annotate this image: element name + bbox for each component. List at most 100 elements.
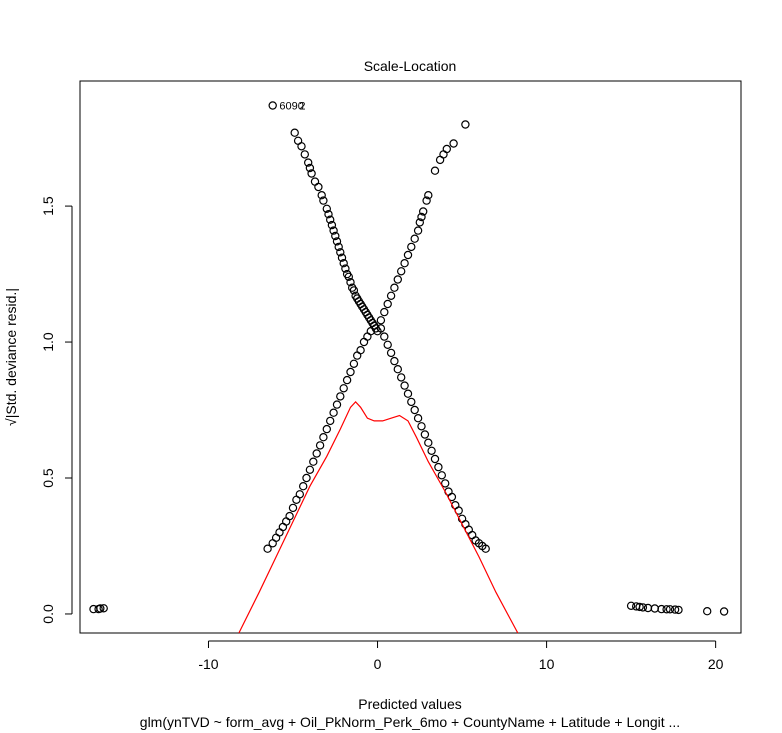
residual-point: [380, 332, 389, 341]
residual-point: [295, 490, 304, 499]
residual-point: [332, 400, 342, 409]
x-tick-label: 10: [539, 656, 555, 672]
residual-point: [657, 604, 666, 614]
plot-frame: [79, 80, 742, 634]
residual-point: [314, 182, 323, 192]
residual-point: [441, 479, 450, 488]
residual-point: [349, 359, 359, 368]
residual-point: [638, 603, 648, 612]
residual-point: [305, 465, 315, 474]
residual-point: [386, 291, 396, 300]
residual-point: [415, 218, 424, 227]
residual-point: [376, 316, 386, 325]
y-tick-label: 0.5: [40, 468, 56, 488]
y-tick-label: 1.5: [40, 196, 56, 216]
residual-point: [285, 511, 294, 521]
residual-point: [307, 169, 316, 178]
residual-point: [380, 307, 389, 317]
residual-point: [390, 283, 399, 292]
residual-point: [331, 231, 340, 241]
residual-point: [403, 250, 413, 260]
x-tick-label: -10: [198, 656, 218, 672]
residual-point: [336, 248, 345, 257]
residual-point: [383, 340, 392, 349]
residual-point: [419, 207, 428, 216]
residual-point: [410, 234, 419, 243]
residual-point: [332, 237, 342, 246]
residual-point: [430, 454, 440, 464]
residual-point: [397, 373, 406, 382]
residual-point: [719, 607, 729, 616]
residual-point: [417, 422, 426, 431]
residual-point: [400, 259, 409, 268]
y-axis: 0.0 0.5 1.0 1.5: [40, 196, 73, 624]
x-tick-label: 20: [708, 656, 724, 672]
residual-point: [322, 424, 331, 434]
residual-point: [327, 220, 337, 230]
residual-point: [322, 204, 331, 213]
residual-point: [326, 215, 335, 224]
residual-point: [417, 212, 426, 222]
residual-point: [304, 158, 313, 167]
residual-point: [393, 365, 402, 374]
residual-point: [434, 462, 443, 472]
residual-point: [481, 544, 490, 553]
residual-point: [288, 503, 298, 513]
residual-point: [407, 242, 416, 252]
x-axis: -10 0 10 20: [198, 640, 724, 672]
residual-point: [427, 446, 436, 455]
residual-point: [329, 408, 338, 417]
residual-point: [403, 389, 413, 398]
residual-point: [297, 142, 306, 151]
residual-point: [424, 190, 433, 200]
residual-point: [339, 259, 348, 268]
residual-point: [386, 348, 396, 358]
residual-point: [339, 384, 348, 393]
residual-point: [400, 381, 409, 390]
point-id-label: 6090: [279, 100, 303, 112]
residual-point: [344, 272, 353, 281]
chart-title: Scale-Location: [364, 58, 457, 74]
residual-point: [309, 457, 318, 466]
residual-point: [315, 441, 325, 450]
residual-point: [341, 264, 350, 273]
residual-point: [407, 397, 416, 407]
residual-point: [356, 346, 365, 355]
y-axis-label: √|Std. deviance resid.|: [3, 288, 19, 426]
x-tick-label: 0: [374, 656, 382, 672]
residual-point: [302, 473, 311, 483]
residual-point: [349, 286, 359, 295]
residual-point: [300, 150, 309, 159]
residual-point: [342, 375, 352, 385]
residual-point: [413, 226, 423, 235]
smoother-line: [238, 401, 519, 634]
residual-point: [346, 367, 355, 377]
residual-point: [346, 278, 355, 287]
residual-point: [430, 166, 440, 175]
residual-point: [99, 604, 108, 613]
residual-point: [449, 139, 458, 148]
residual-point: [390, 356, 399, 366]
residual-point: [319, 196, 328, 205]
residual-point: [326, 416, 335, 426]
residual-point: [662, 605, 671, 614]
residual-point: [268, 101, 277, 110]
y-tick-label: 0.0: [40, 604, 56, 624]
residual-point: [329, 226, 338, 235]
x-axis-label: Predicted values: [358, 696, 462, 712]
point-id-label-overlap: 2: [299, 100, 305, 112]
residual-point: [422, 196, 431, 205]
residual-point: [665, 605, 675, 614]
residual-point: [424, 438, 433, 447]
residual-point: [393, 275, 402, 284]
residual-point: [317, 190, 326, 200]
residual-point: [336, 392, 345, 401]
residual-point: [670, 605, 680, 614]
residual-point: [635, 602, 644, 612]
residual-point: [461, 120, 470, 129]
residual-point: [290, 128, 299, 137]
residual-point: [703, 607, 712, 616]
residual-point: [96, 604, 105, 613]
